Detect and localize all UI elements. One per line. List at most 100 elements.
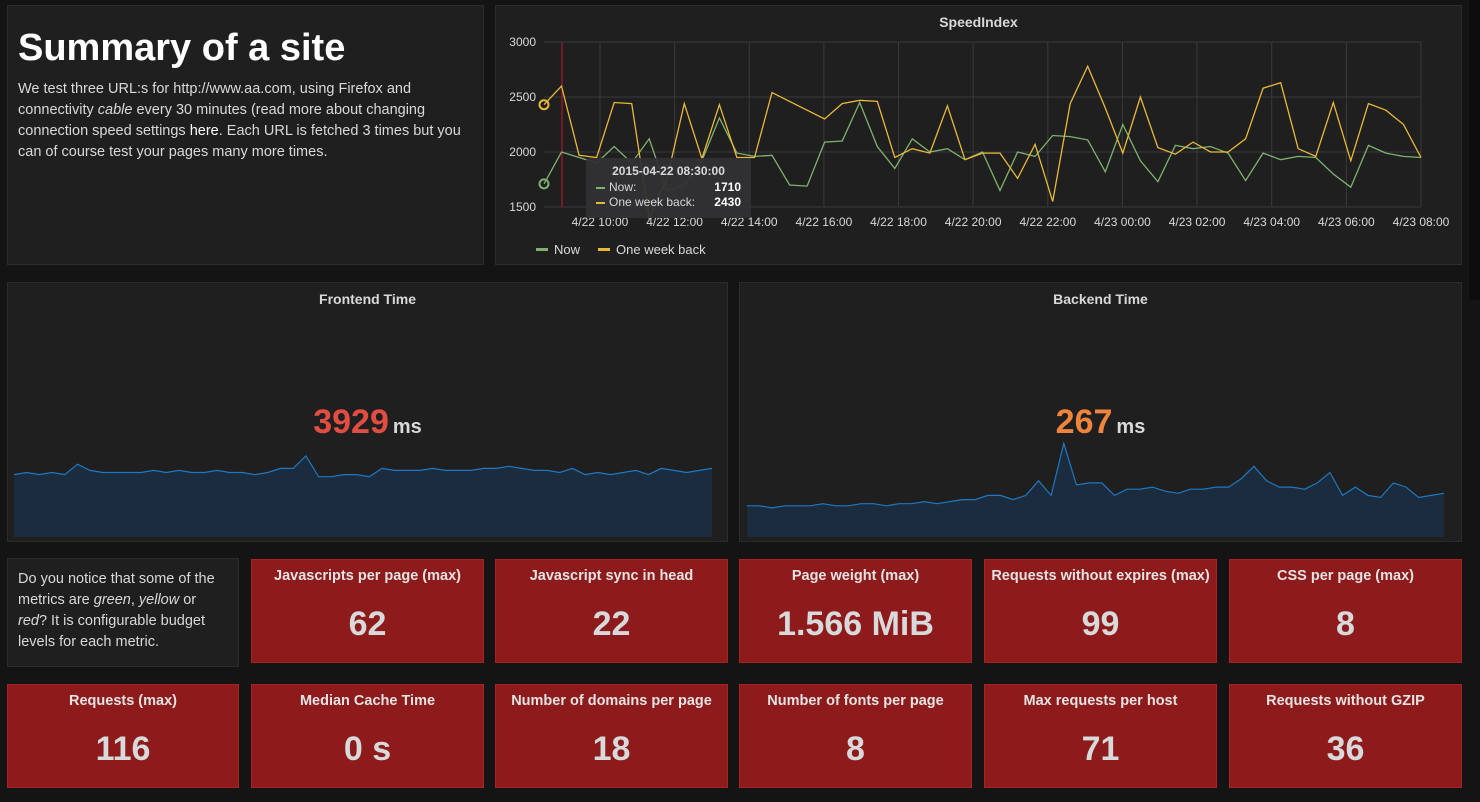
tooltip-row-week-back: One week back: 2430 [596,195,741,210]
x-tick-label: 4/23 08:00 [1393,215,1450,229]
stat-value: 71 [1081,730,1120,768]
intro-text-cable: cable [97,102,133,118]
stat-title[interactable]: Requests (max) [69,693,177,709]
stat-title[interactable]: Median Cache Time [299,693,436,709]
frontend-time-panel: Frontend Time 3929 ms [7,282,728,542]
note-green: green [93,592,131,608]
stat-fonts-per-page: Number of fonts per page 8 [739,684,972,788]
intro-text-part: every 30 minutes (read more about changi… [18,102,426,139]
x-tick-label: 4/23 00:00 [1094,215,1151,229]
intro-text-part: We test three URL:s for http://www.aa.co… [18,81,412,118]
note-text: , [130,592,139,608]
chart-tooltip: 2015-04-22 08:30:00 Now: 1710 One week b… [586,158,751,218]
backend-time-panel: Backend Time 267 ms [739,282,1462,542]
sparkline-area [14,455,712,537]
x-tick-label: 4/22 20:00 [945,215,1002,229]
stat-requests-without-expires: Requests without expires (max) 99 [984,559,1217,663]
x-tick-label: 4/23 06:00 [1318,215,1375,229]
legend-item-week-back[interactable]: One week back [598,242,706,257]
stat-value: 116 [95,730,151,768]
sparkline-line [747,441,1445,509]
note-red: red [18,613,39,629]
frontend-time-value: 3929 ms [8,403,727,442]
stat-title[interactable]: Requests without GZIP [1266,693,1425,709]
sparkline-line [13,454,713,478]
page-title: Summary of a site [18,27,346,69]
stat-value: 18 [592,730,631,768]
stat-value: 22 [592,605,631,643]
stat-javascript-sync-in-head: Javascript sync in head 22 [495,559,728,663]
frontend-time-number: 3929 [313,403,389,441]
stat-title[interactable]: Javascripts per page (max) [274,568,461,584]
speedindex-chart[interactable]: 1500 2000 2500 3000 4/22 10:00 4/22 12:00 4/22… [496,6,1463,266]
intro-panel: Summary of a site We test three URL:s fo… [7,5,484,265]
stat-title[interactable]: CSS per page (max) [1277,568,1414,584]
y-tick-label: 2500 [509,90,536,104]
frontend-sparkline [13,454,713,537]
page-scrollbar[interactable] [1469,0,1480,300]
frontend-time-unit: ms [392,416,422,438]
backend-time-unit: ms [1116,416,1146,438]
stat-median-cache-time: Median Cache Time 0 s [251,684,484,788]
stat-css-per-page: CSS per page (max) 8 [1229,559,1462,663]
note-text: ? It is configurable budget levels for e… [18,613,206,650]
tooltip-value-now: 1710 [714,180,741,194]
series-line-week-back [543,64,1422,221]
y-tick-label: 3000 [509,35,536,49]
note-text: or [179,592,197,608]
x-tick-label: 4/23 04:00 [1243,215,1300,229]
y-tick-label: 2000 [509,145,536,159]
x-tick-label: 4/22 12:00 [646,215,703,229]
note-yellow: yellow [138,592,180,608]
stat-title[interactable]: Javascript sync in head [529,568,694,584]
speedindex-legend: Now One week back [536,242,706,257]
stat-value: 62 [348,605,387,643]
note-text: Do you notice that some of the metrics a… [18,571,215,608]
stat-requests-without-gzip: Requests without GZIP 36 [1229,684,1462,788]
stat-value: 8 [846,730,865,768]
x-tick-label: 4/22 10:00 [572,215,629,229]
backend-time-title[interactable]: Backend Time [1053,291,1148,307]
stat-page-weight: Page weight (max) 1.566 MiB [739,559,972,663]
tooltip-swatch-week-back [596,201,605,204]
series-point-now [538,178,550,190]
speedindex-title[interactable]: SpeedIndex [939,14,1018,30]
connection-settings-link[interactable]: here [189,123,219,139]
tooltip-value-week-back: 2430 [714,195,741,209]
stat-max-requests-per-host: Max requests per host 71 [984,684,1217,788]
tooltip-time: 2015-04-22 08:30:00 [612,164,725,178]
x-tick-label: 4/23 02:00 [1169,215,1226,229]
stat-value: 0 s [343,730,392,768]
backend-sparkline [747,441,1445,537]
x-tick-label: 4/22 16:00 [796,215,853,229]
frontend-time-title[interactable]: Frontend Time [319,291,416,307]
intro-text: We test three URL:s for http://www.aa.co… [18,79,473,163]
stat-value: 8 [1336,605,1355,643]
tooltip-row-now: Now: 1710 [596,180,741,195]
backend-time-value: 267 ms [740,403,1461,442]
stat-title[interactable]: Number of domains per page [511,693,712,709]
stat-title[interactable]: Number of fonts per page [767,693,944,709]
x-tick-label: 4/22 14:00 [721,215,778,229]
sparkline-area [747,443,1444,537]
legend-label-now: Now [554,242,581,257]
y-tick-label: 1500 [509,200,536,214]
stat-title[interactable]: Requests without expires (max) [991,568,1210,584]
legend-label-week-back: One week back [616,242,706,257]
budget-note-panel: Do you notice that some of the metrics a… [7,558,239,667]
legend-item-now[interactable]: Now [536,242,580,257]
x-tick-label: 4/22 22:00 [1019,215,1076,229]
stat-value: 99 [1081,605,1120,643]
stat-value: 36 [1326,730,1365,768]
stat-title[interactable]: Page weight (max) [791,568,920,584]
speedindex-panel: SpeedIndex 1500 2000 2500 3000 4/22 10:00 4/2… [495,5,1462,265]
intro-text-part: . Each URL is fetched 3 times but you ca… [18,123,461,160]
tooltip-label-week-back: One week back: [609,195,696,209]
tooltip-swatch-now [596,186,605,189]
stat-title[interactable]: Max requests per host [1023,693,1178,709]
backend-time-number: 267 [1055,403,1113,441]
stat-requests: Requests (max) 116 [7,684,239,788]
stat-javascripts-per-page: Javascripts per page (max) 62 [251,559,484,663]
series-point-week-back [538,99,550,111]
tooltip-label-now: Now: [609,180,637,194]
